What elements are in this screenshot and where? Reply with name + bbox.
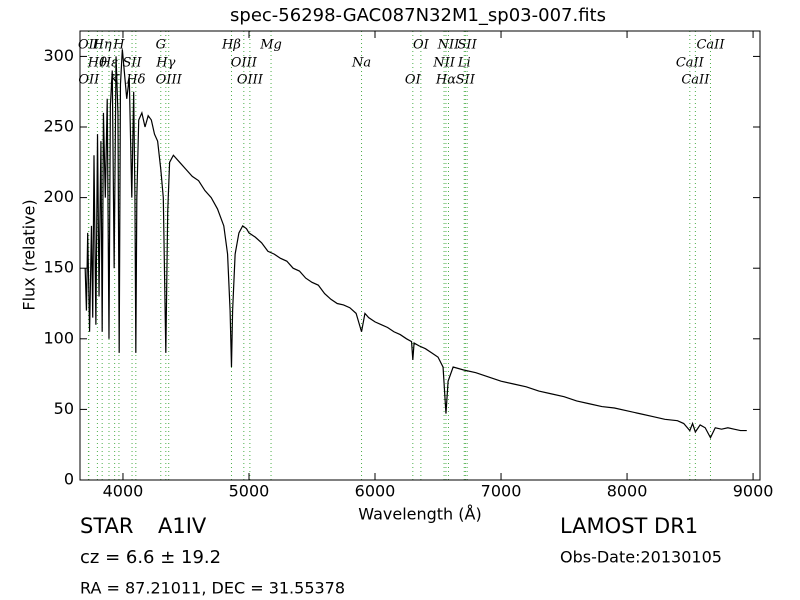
marker-label: NII bbox=[432, 56, 456, 71]
y-tick-label: 100 bbox=[43, 328, 74, 347]
marker-label: Hα bbox=[435, 73, 456, 88]
survey: LAMOST DR1 bbox=[560, 514, 698, 538]
y-tick-label: 250 bbox=[43, 117, 74, 136]
x-tick-label: 4000 bbox=[103, 482, 144, 501]
y-tick-label: 200 bbox=[43, 187, 74, 206]
marker-label: OIII bbox=[237, 73, 264, 88]
marker-label: CaII bbox=[676, 56, 705, 71]
y-tick-label: 300 bbox=[43, 46, 74, 65]
marker-label: Mg bbox=[259, 38, 282, 53]
y-tick-label: 150 bbox=[43, 258, 74, 277]
marker-label: Hγ bbox=[155, 56, 175, 71]
subclass: A1IV bbox=[158, 514, 207, 538]
y-tick-label: 50 bbox=[54, 399, 74, 418]
marker-label: OII bbox=[78, 73, 100, 88]
object-class: STAR bbox=[80, 514, 133, 538]
redshift: cz = 6.6 ± 19.2 bbox=[80, 547, 221, 568]
marker-label: CaII bbox=[681, 73, 710, 88]
marker-label: Hδ bbox=[125, 73, 145, 88]
x-tick-label: 6000 bbox=[355, 482, 396, 501]
marker-label: NII bbox=[437, 38, 461, 53]
y-tick-label: 0 bbox=[64, 470, 74, 489]
x-tick-label: 8000 bbox=[607, 482, 648, 501]
chart-title: spec-56298-GAC087N32M1_sp03-007.fits bbox=[230, 5, 606, 26]
x-axis-label: Wavelength (Å) bbox=[358, 505, 481, 524]
marker-label: G bbox=[156, 38, 166, 53]
y-axis-label: Flux (relative) bbox=[20, 199, 39, 310]
marker-label: Na bbox=[351, 56, 371, 71]
x-tick-label: 5000 bbox=[229, 482, 270, 501]
marker-label: OIII bbox=[231, 56, 258, 71]
marker-label: H bbox=[112, 38, 125, 53]
spectrum-line bbox=[84, 49, 747, 439]
marker-label: SII bbox=[456, 73, 476, 88]
marker-label: SII bbox=[458, 38, 478, 53]
x-tick-label: 7000 bbox=[481, 482, 522, 501]
marker-label: SII bbox=[122, 56, 142, 71]
coordinates: RA = 87.21011, DEC = 31.55378 bbox=[80, 579, 345, 598]
marker-label: OII bbox=[78, 38, 100, 53]
obs-date: Obs-Date:20130105 bbox=[560, 548, 722, 567]
marker-label: CaII bbox=[696, 38, 725, 53]
marker-label: Hβ bbox=[221, 38, 241, 53]
plot-frame bbox=[79, 30, 761, 481]
marker-label: OI bbox=[405, 73, 422, 88]
marker-label: OIII bbox=[156, 73, 183, 88]
marker-label: OI bbox=[413, 38, 430, 53]
x-tick-label: 9000 bbox=[733, 482, 774, 501]
marker-label: Hη bbox=[92, 38, 112, 53]
marker-label: Li bbox=[457, 56, 471, 71]
marker-label: Hε bbox=[99, 56, 118, 71]
